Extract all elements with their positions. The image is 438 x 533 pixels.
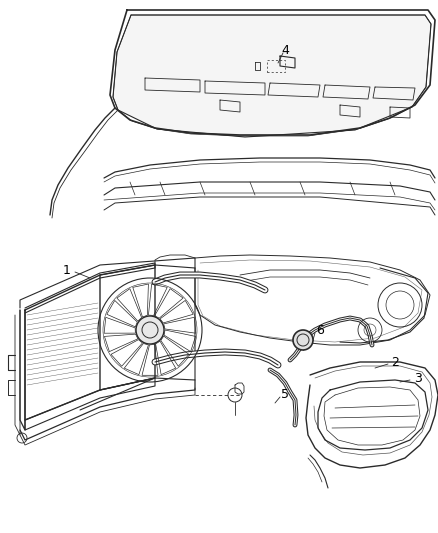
- Text: 5: 5: [281, 389, 289, 401]
- Text: 2: 2: [391, 356, 399, 368]
- Text: 6: 6: [316, 324, 324, 336]
- Text: 1: 1: [63, 263, 71, 277]
- Polygon shape: [113, 15, 431, 137]
- Circle shape: [293, 330, 313, 350]
- Text: 3: 3: [414, 372, 422, 384]
- Text: 4: 4: [281, 44, 289, 56]
- Circle shape: [136, 316, 164, 344]
